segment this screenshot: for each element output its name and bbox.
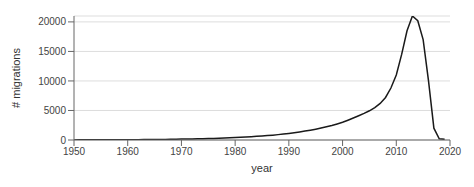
svg-text:# migrations: # migrations <box>10 48 22 108</box>
svg-text:1980: 1980 <box>224 146 247 157</box>
svg-text:20000: 20000 <box>38 16 66 27</box>
svg-text:0: 0 <box>60 135 66 146</box>
svg-text:2000: 2000 <box>331 146 354 157</box>
svg-text:1990: 1990 <box>278 146 301 157</box>
svg-text:5000: 5000 <box>44 105 67 116</box>
svg-text:1970: 1970 <box>170 146 193 157</box>
svg-text:2010: 2010 <box>385 146 408 157</box>
svg-text:10000: 10000 <box>38 76 66 87</box>
svg-text:2020: 2020 <box>439 146 462 157</box>
svg-text:year: year <box>251 162 273 174</box>
svg-text:1960: 1960 <box>117 146 140 157</box>
svg-text:1950: 1950 <box>63 146 86 157</box>
svg-text:15000: 15000 <box>38 46 66 57</box>
